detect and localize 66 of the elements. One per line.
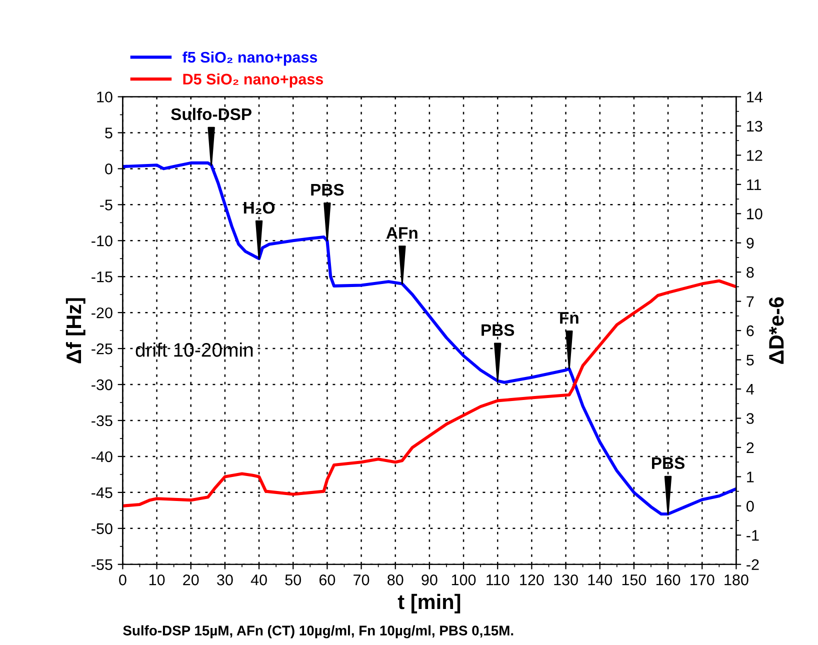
legend-label: f5 SiO₂ nano+pass bbox=[182, 51, 318, 66]
x-tick-label: 20 bbox=[183, 574, 199, 586]
x-tick-label: 90 bbox=[422, 574, 438, 586]
y-tick-label: -45 bbox=[92, 487, 112, 498]
y2-tick-label: 8 bbox=[746, 266, 754, 278]
annotation: Sulfo-DSP bbox=[171, 108, 252, 120]
x-tick-label: 0 bbox=[119, 574, 126, 586]
y-tick-label: -40 bbox=[92, 451, 112, 462]
y2-axis-title: ΔD*e-6 bbox=[769, 297, 784, 364]
x-tick-label: 50 bbox=[285, 574, 302, 586]
y2-tick-label: 3 bbox=[746, 413, 754, 424]
x-tick-label: 150 bbox=[622, 574, 646, 586]
y-axis-title: Δf [Hz] bbox=[66, 298, 86, 364]
y2-tick-label: 2 bbox=[746, 442, 754, 454]
y-tick-label: -5 bbox=[100, 200, 112, 210]
y2-tick-label: 13 bbox=[747, 120, 762, 132]
x-tick-label: 30 bbox=[217, 574, 233, 586]
y-tick-label: -50 bbox=[92, 523, 112, 534]
annotation: H₂O bbox=[244, 202, 275, 214]
y2-tick-label: 1 bbox=[747, 472, 754, 482]
y2-tick-label: 10 bbox=[747, 208, 762, 220]
y2-tick-label: -2 bbox=[746, 559, 759, 570]
y-tick-label: 0 bbox=[105, 164, 112, 174]
text: Sulfo-DSP 15µM, AFn (CT) 10µg/ml, Fn 10µg/ml, PBS 0,15M. bbox=[123, 625, 514, 638]
annotation: drift 10-20min bbox=[136, 342, 253, 357]
x-axis-title: t [min] bbox=[398, 594, 460, 614]
annotation: Fn bbox=[560, 312, 578, 324]
y-tick-label: 5 bbox=[105, 128, 112, 138]
annotation: AFn bbox=[386, 227, 418, 239]
y2-tick-label: -1 bbox=[746, 530, 759, 541]
legend-label: D5 SiO₂ nano+pass bbox=[183, 73, 324, 88]
x-tick-label: 120 bbox=[520, 574, 544, 586]
y2-tick-label: 14 bbox=[747, 92, 762, 102]
x-tick-label: 100 bbox=[452, 574, 476, 586]
y2-tick-label: 12 bbox=[747, 150, 762, 161]
line-series bbox=[122, 279, 736, 508]
annotation: PBS bbox=[311, 184, 344, 196]
x-tick-label: 10 bbox=[149, 574, 165, 586]
y2-tick-label: 9 bbox=[746, 238, 754, 249]
annotation: PBS bbox=[652, 457, 685, 470]
x-tick-label: 160 bbox=[656, 574, 680, 586]
y2-tick-label: 7 bbox=[746, 296, 754, 307]
y2-tick-label: 11 bbox=[747, 179, 762, 190]
x-tick-label: 180 bbox=[724, 574, 748, 586]
y2-tick-label: 5 bbox=[746, 354, 754, 366]
y-tick-label: 10 bbox=[97, 92, 112, 102]
y-tick-label: -15 bbox=[92, 272, 112, 282]
y-tick-label: -25 bbox=[92, 343, 112, 354]
y-tick-label: -55 bbox=[92, 559, 112, 570]
y-tick-label: -20 bbox=[92, 307, 112, 318]
y2-tick-label: 4 bbox=[746, 384, 754, 395]
y-tick-label: -35 bbox=[92, 415, 112, 426]
x-tick-label: 110 bbox=[486, 574, 510, 586]
y-tick-label: -10 bbox=[92, 236, 112, 246]
y-tick-label: -30 bbox=[92, 379, 112, 390]
x-tick-label: 130 bbox=[554, 574, 578, 586]
y2-tick-label: 0 bbox=[746, 500, 754, 512]
x-tick-label: 60 bbox=[319, 574, 336, 586]
x-tick-label: 140 bbox=[588, 574, 612, 586]
x-tick-label: 170 bbox=[690, 574, 714, 586]
line-series bbox=[122, 161, 736, 516]
annotation: PBS bbox=[482, 324, 514, 336]
y2-tick-label: 6 bbox=[746, 325, 754, 336]
x-tick-label: 40 bbox=[250, 574, 267, 586]
x-tick-label: 80 bbox=[388, 574, 404, 586]
x-tick-label: 70 bbox=[354, 574, 370, 586]
